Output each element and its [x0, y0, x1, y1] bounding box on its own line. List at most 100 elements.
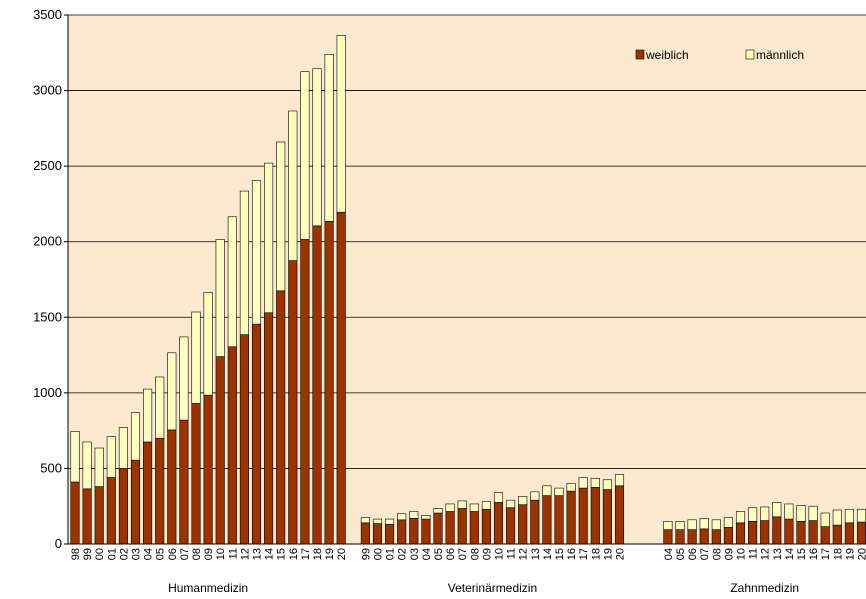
x-tick-label: 06	[687, 548, 699, 560]
y-tick-label: 3500	[33, 7, 62, 22]
bar-segment	[687, 519, 697, 530]
x-tick-label: 07	[179, 548, 191, 560]
bar-segment	[832, 524, 842, 545]
bar-segment	[578, 487, 588, 545]
bar-segment	[130, 412, 141, 461]
bar-segment	[808, 505, 818, 521]
x-tick-label: 19	[602, 548, 614, 560]
bar-segment	[372, 518, 383, 524]
legend-label: männlich	[756, 48, 804, 62]
bar-segment	[433, 508, 443, 514]
bar-segment	[143, 441, 153, 545]
bar-segment	[82, 488, 92, 545]
bar-segment	[614, 474, 625, 487]
y-tick-label: 500	[40, 460, 62, 475]
x-tick-label: 10	[215, 548, 227, 560]
bar-segment	[360, 517, 370, 524]
bar-segment	[324, 221, 334, 545]
x-tick-label: 09	[203, 548, 215, 560]
x-tick-label: 15	[796, 548, 808, 560]
bar-segment	[711, 529, 721, 545]
legend-swatch	[635, 49, 645, 60]
bar-segment	[760, 506, 770, 521]
bar-segment	[276, 141, 286, 292]
bar-segment	[506, 499, 516, 509]
bar-segment	[457, 508, 467, 545]
x-tick-label: 11	[227, 548, 239, 559]
bar-segment	[336, 35, 346, 213]
bar-segment	[760, 520, 770, 545]
bar-segment	[772, 516, 782, 545]
x-tick-label: 08	[191, 548, 203, 560]
bar-segment	[179, 336, 189, 421]
bar-segment	[130, 459, 141, 545]
bar-segment	[264, 312, 274, 545]
x-tick-label: 00	[94, 548, 106, 560]
legend-swatch	[745, 49, 755, 60]
bar-segment	[699, 528, 709, 545]
bar-segment	[784, 518, 794, 545]
bar-segment	[590, 477, 600, 488]
bar-segment	[554, 495, 564, 545]
bar-segment	[191, 403, 201, 545]
bar-segment	[143, 388, 153, 443]
x-tick-label: 15	[554, 548, 566, 560]
bar-segment	[155, 437, 165, 545]
bar-segment	[372, 523, 383, 545]
x-tick-label: 01	[106, 548, 118, 560]
x-tick-label: 17	[300, 548, 312, 560]
bar-segment	[602, 479, 612, 490]
bar-segment	[530, 491, 540, 501]
x-tick-label: 19	[844, 548, 856, 560]
plot-area	[68, 15, 866, 544]
bar-segment	[844, 508, 854, 524]
x-tick-label: 12	[760, 548, 772, 560]
bar-segment	[784, 503, 794, 520]
x-tick-label: 18	[590, 548, 602, 560]
bar-segment	[699, 518, 709, 530]
bar-segment	[421, 514, 431, 520]
bar-segment	[288, 110, 298, 261]
bar-segment	[796, 521, 806, 545]
bar-segment	[518, 496, 528, 506]
bar-segment	[251, 323, 262, 545]
x-tick-label: 09	[723, 548, 735, 560]
bar-segment	[251, 180, 262, 325]
bar-segment	[227, 346, 237, 545]
group-label: Zahnmedizin	[730, 581, 799, 595]
bar-segment	[506, 507, 516, 545]
legend-label: weiblich	[645, 48, 689, 62]
group-label: Veterinärmedizin	[448, 581, 537, 595]
bar-segment	[481, 508, 491, 545]
bar-segment	[445, 511, 455, 545]
x-tick-label: 10	[494, 548, 506, 560]
x-tick-label: 16	[288, 548, 300, 560]
bar-segment	[832, 509, 842, 526]
bar-segment	[590, 487, 600, 545]
bar-segment	[409, 511, 419, 519]
x-tick-label: 99	[360, 548, 372, 560]
bar-segment	[203, 394, 213, 545]
x-tick-label: 19	[324, 548, 336, 560]
bar-segment	[602, 489, 612, 545]
bar-segment	[445, 503, 455, 512]
x-tick-label: 05	[675, 548, 687, 560]
bar-segment	[566, 483, 576, 492]
x-tick-label: 02	[397, 548, 409, 560]
y-tick-label: 3000	[33, 83, 62, 98]
bar-segment	[820, 512, 830, 527]
bar-segment	[227, 216, 237, 348]
bar-segment	[578, 477, 588, 489]
bar-segment	[493, 502, 504, 545]
bar-segment	[820, 526, 830, 545]
bar-segment	[856, 508, 866, 523]
x-tick-label: 08	[711, 548, 723, 560]
x-tick-label: 10	[736, 548, 748, 560]
bar-segment	[542, 495, 552, 545]
bar-segment	[711, 519, 721, 530]
bar-segment	[118, 427, 128, 469]
bar-segment	[94, 447, 104, 487]
x-tick-label: 06	[445, 548, 457, 560]
bar-segment	[663, 529, 673, 545]
bar-segment	[239, 334, 249, 545]
